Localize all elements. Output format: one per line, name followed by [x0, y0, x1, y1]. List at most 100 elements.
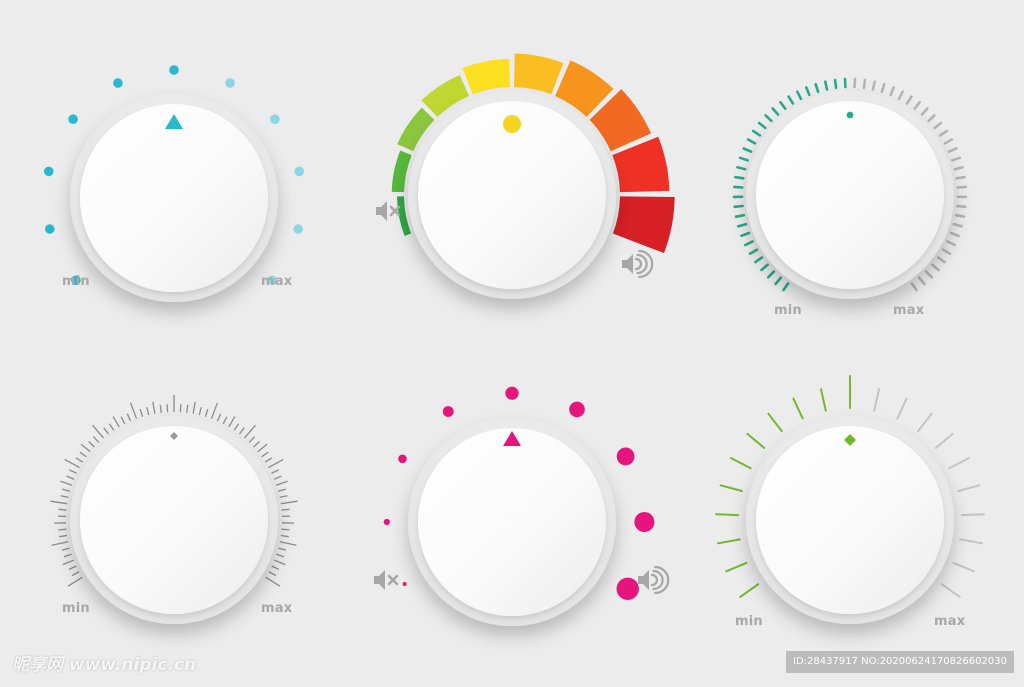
knob3-scale-tick: [806, 88, 809, 95]
knob1-scale-dot: [45, 224, 55, 234]
knob4-scale-tick: [62, 489, 70, 491]
knob3-scale-tick: [780, 102, 785, 108]
knob3-scale-tick: [935, 123, 941, 128]
knob3-scale-tick: [825, 82, 827, 90]
speaker-loud-icon-body: [622, 254, 633, 274]
knob2-pointer-dot: [503, 115, 521, 133]
knob4-face: [80, 426, 268, 614]
knob3-scale-tick: [912, 284, 917, 291]
knob4-scale-tick: [93, 437, 99, 443]
knob4-scale-tick: [140, 409, 142, 417]
knob4-scale-tick: [266, 577, 280, 586]
knob4-scale-tick: [278, 548, 286, 550]
knob4-scale-tick: [249, 437, 255, 443]
knob3-scale-tick: [926, 272, 932, 278]
knob4-scale-tick: [265, 458, 272, 462]
knob3-scale-tick: [735, 206, 743, 207]
knob4-scale-tick: [274, 560, 285, 564]
knob3-face: [756, 101, 944, 289]
knob4-min-label: min: [62, 601, 90, 616]
knob3-max-label: max: [893, 303, 924, 318]
knob3-scale-tick: [737, 167, 745, 169]
knob3-scale-tick: [949, 149, 956, 152]
knob3-scale-tick: [873, 82, 875, 90]
speaker-mute-icon-x: [389, 576, 397, 584]
knob3-scale-tick: [922, 109, 927, 115]
knob6-scale-line: [954, 563, 974, 571]
knob4-scale-tick: [278, 489, 286, 491]
knob4-scale-tick: [80, 452, 87, 457]
knob-bodies: [70, 91, 954, 626]
knob4-scale-tick: [262, 452, 269, 457]
knob4-scale-tick: [244, 425, 255, 438]
knob6-max-label: max: [934, 614, 965, 629]
knob4-scale-tick: [234, 424, 239, 431]
knob4-scale-tick: [281, 501, 298, 504]
knob4-scale-tick: [62, 548, 70, 550]
knob3-scale-tick: [759, 123, 765, 128]
knob6-scale-line: [716, 514, 738, 515]
knob1-face: [80, 104, 268, 292]
knob3-scale-tick: [740, 158, 748, 161]
knob4-scale-tick: [60, 481, 71, 485]
knob3-scale-tick: [940, 131, 947, 135]
knob4-scale-tick: [258, 444, 267, 452]
knob3-scale-tick: [734, 187, 742, 188]
knob4-scale-tick: [61, 496, 69, 498]
knob4-scale-tick: [127, 414, 130, 421]
knob3-scale-tick: [784, 284, 789, 291]
knob4-scale-tick: [281, 536, 289, 537]
knob3-scale-tick: [776, 278, 781, 284]
knob3-scale-tick: [915, 102, 920, 108]
knob3-scale-tick: [741, 233, 749, 236]
knob6-scale-line: [721, 485, 742, 491]
knob4-scale-tick: [167, 404, 168, 412]
knob6-scale-line: [747, 434, 764, 448]
knob4-scale-tick: [72, 572, 79, 576]
knob3-scale-tick: [952, 158, 960, 161]
speaker-loud-icon-wave-1: [636, 259, 641, 269]
knob3-scale-tick: [954, 224, 962, 226]
knob1-scale-dot: [44, 167, 54, 177]
knob4-scale-tick: [217, 414, 220, 421]
knob1-scale-dot: [270, 114, 280, 124]
knob3-scale-tick: [835, 80, 836, 88]
knob1-scale-dot: [113, 78, 123, 88]
knob4-scale-tick: [109, 424, 114, 431]
knob5-face: [418, 428, 606, 616]
knob3-scale-tick: [891, 88, 894, 95]
knob4-scale-tick: [63, 560, 74, 564]
knob1-scale-dot: [294, 167, 304, 177]
knob6-scale-line: [960, 539, 982, 543]
watermark-id: ID:28437917 NO:20200624170826602030: [786, 651, 1014, 673]
speaker-mute-icon-x: [391, 207, 399, 215]
knob4-scale-tick: [193, 402, 195, 414]
knob3-scale-tick: [797, 92, 801, 99]
knob3-scale-tick: [744, 149, 751, 152]
knob3-scale-tick: [943, 250, 950, 254]
knob6-scale-line: [768, 414, 781, 431]
knob4-scale-tick: [104, 428, 109, 434]
knob2-volume-segment: [613, 196, 675, 253]
speaker-mute-icon: [374, 570, 397, 590]
watermark-site: 昵享网 www.nipic.cn: [12, 650, 196, 675]
knob4-scale-tick: [93, 425, 104, 438]
knob6-scale-line: [942, 584, 960, 597]
speaker-loud-icon: [638, 567, 668, 593]
knob3-scale-tick: [768, 272, 774, 278]
knob6-scale-line: [821, 389, 826, 411]
knob4-scale-tick: [121, 417, 125, 424]
knob6-scale-line: [874, 389, 879, 411]
knob4-scale-tick: [206, 409, 208, 417]
knob4-scale-tick: [131, 403, 137, 419]
knob3-scale-tick: [766, 115, 772, 121]
knob3-scale-tick: [748, 140, 755, 144]
knob4-scale-tick: [274, 476, 281, 479]
knob1-scale-dot: [68, 114, 78, 124]
knob4-scale-tick: [276, 481, 287, 485]
knob6-min-label: min: [735, 614, 763, 629]
knob4-scale-tick: [199, 407, 201, 415]
speaker-loud-icon-wave-1: [652, 575, 657, 585]
